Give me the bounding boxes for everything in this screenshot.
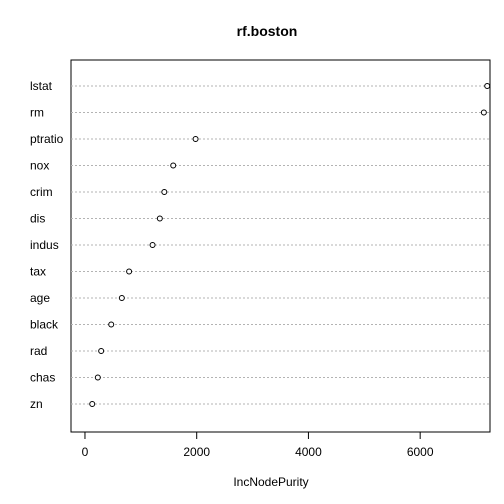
- category-label: black: [30, 318, 59, 332]
- category-label: dis: [30, 212, 45, 226]
- x-tick-label: 2000: [183, 445, 210, 459]
- data-point-age: [118, 295, 125, 301]
- data-point-lstat: [484, 83, 491, 89]
- category-label: crim: [30, 185, 53, 199]
- x-axis-label: IncNodePurity: [233, 475, 308, 489]
- x-tick-label: 4000: [295, 445, 322, 459]
- chart-title: rf.boston: [237, 23, 298, 39]
- data-point-indus: [149, 242, 156, 248]
- data-point-chas: [94, 374, 101, 381]
- data-point-nox: [170, 162, 177, 169]
- plot-frame: [70, 59, 491, 433]
- category-label: ptratio: [30, 132, 64, 146]
- data-point-zn: [89, 401, 96, 407]
- data-point-dis: [156, 215, 163, 222]
- data-point-black: [108, 321, 115, 328]
- data-point-ptratio: [192, 136, 199, 142]
- x-axis: 0 2000 4000 6000: [82, 432, 434, 459]
- data-point-tax: [126, 268, 133, 275]
- x-tick-label: 6000: [407, 445, 434, 459]
- category-label: lstat: [30, 79, 53, 93]
- category-label: nox: [30, 159, 49, 173]
- rows: lstat rm ptratio nox crim dis indus tax age black…: [30, 79, 491, 411]
- data-point-rm: [480, 109, 487, 116]
- category-label: indus: [30, 238, 59, 252]
- data-point-crim: [161, 189, 168, 195]
- x-tick-label: 0: [82, 445, 89, 459]
- category-label: zn: [30, 397, 43, 411]
- category-label: rm: [30, 106, 44, 120]
- category-label: chas: [30, 371, 55, 385]
- category-label: tax: [30, 265, 46, 279]
- data-point-rad: [98, 348, 105, 354]
- category-label: age: [30, 291, 50, 305]
- category-label: rad: [30, 344, 47, 358]
